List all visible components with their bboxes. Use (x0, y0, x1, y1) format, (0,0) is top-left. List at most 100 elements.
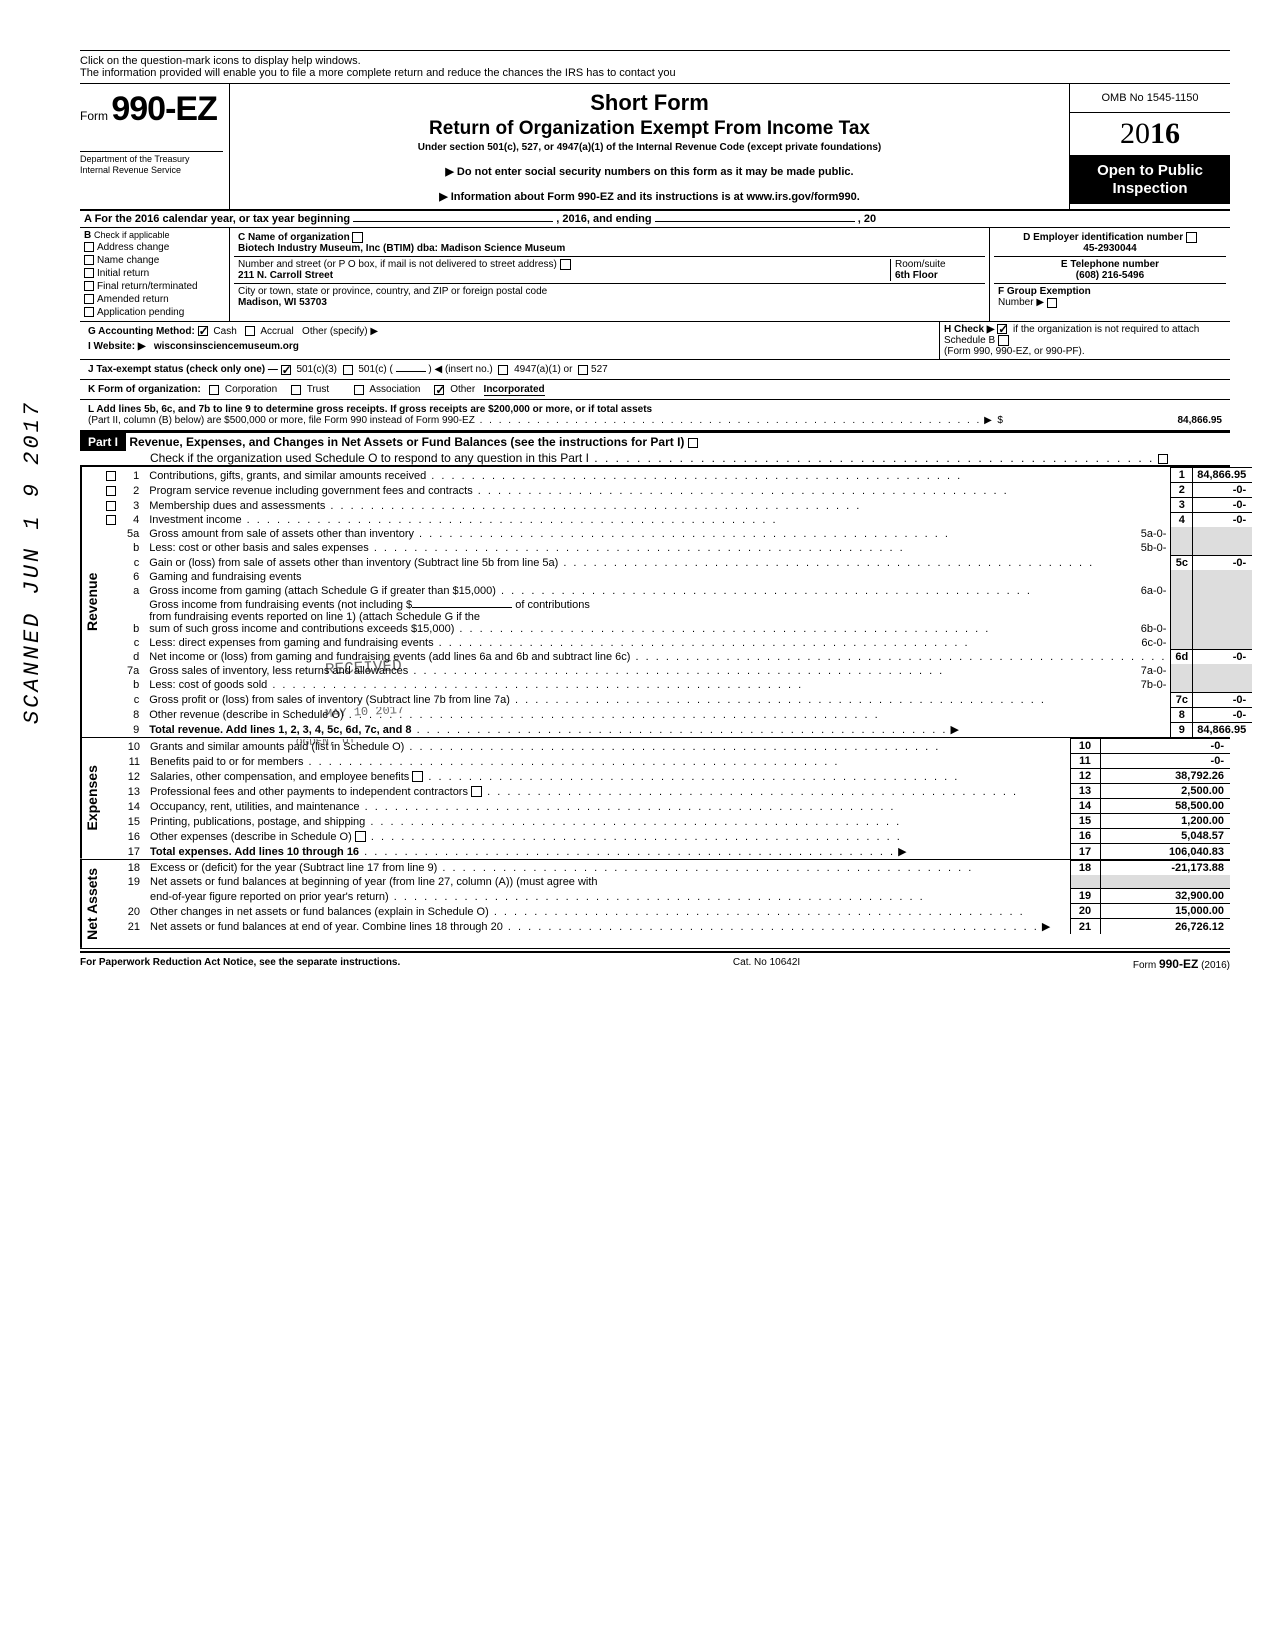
line-5c-desc: Gain or (loss) from sale of assets other… (149, 557, 558, 569)
section-d-label: D Employer identification number (1023, 232, 1183, 243)
line-7b-sub: 7b (1141, 679, 1153, 691)
section-f-label: F Group Exemption (998, 286, 1091, 297)
line-7c-box: 7c (1171, 692, 1193, 707)
line-2-amt: -0- (1193, 483, 1252, 498)
line-5a-num: 5a (123, 527, 145, 541)
line-11-desc: Benefits paid to or for members (150, 756, 303, 768)
line-11-num: 11 (120, 754, 146, 769)
line-6d-box: 6d (1171, 650, 1193, 665)
line-9-arrow: ▶ (951, 724, 959, 736)
chk-name-change[interactable]: Name change (84, 254, 225, 267)
line-21-arrow: ▶ (1042, 921, 1050, 933)
line-6-num: 6 (123, 570, 145, 584)
chk-group-exemption[interactable] (1047, 298, 1057, 308)
help-icon[interactable] (412, 771, 423, 782)
part-1-header: Part I Revenue, Expenses, and Changes in… (80, 431, 1230, 466)
help-icon[interactable] (998, 335, 1009, 346)
footer-mid: Cat. No 10642I (733, 957, 800, 971)
line-19-box: 19 (1070, 889, 1100, 904)
line-6-desc: Gaming and fundraising events (145, 570, 1171, 584)
section-c-label: C Name of organization (238, 232, 350, 243)
chk-l4[interactable] (106, 515, 116, 525)
line-19-num: 19 (120, 875, 146, 889)
line-6a-subamt: -0- (1153, 585, 1166, 597)
other-org-value: Incorporated (484, 384, 545, 396)
line-5b-num: b (123, 541, 145, 555)
line-20-desc: Other changes in net assets or fund bala… (150, 906, 489, 918)
form-number-big: 990-EZ (111, 90, 217, 128)
line-19-d2: end-of-year figure reported on prior yea… (150, 891, 389, 903)
chk-final-return[interactable]: Final return/terminated (84, 280, 225, 293)
line-18-box: 18 (1070, 860, 1100, 875)
line-12-desc: Salaries, other compensation, and employ… (150, 771, 409, 783)
help-icon[interactable] (560, 259, 571, 270)
help-icon[interactable] (352, 232, 363, 243)
dept-treasury: Department of the Treasury (80, 154, 190, 164)
527-label: 527 (591, 364, 608, 375)
chk-l1[interactable] (106, 471, 116, 481)
chk-l2[interactable] (106, 486, 116, 496)
chk-schedule-o[interactable] (1158, 454, 1168, 464)
line-21-num: 21 (120, 919, 146, 934)
chk-accrual[interactable] (245, 326, 255, 336)
line-4-box: 4 (1171, 513, 1193, 528)
chk-schedule-b[interactable] (997, 324, 1007, 334)
line-1-amt: 84,866.95 (1193, 468, 1252, 483)
page-footer: For Paperwork Reduction Act Notice, see … (80, 951, 1230, 971)
line-6b-num: b (123, 598, 145, 636)
line-18-num: 18 (120, 860, 146, 875)
city-label: City or town, state or province, country… (238, 286, 547, 297)
section-b-label: B (84, 230, 91, 241)
chk-501c3[interactable] (281, 365, 291, 375)
line-5c-box: 5c (1171, 555, 1193, 570)
cash-label: Cash (213, 326, 236, 337)
help-icon[interactable] (355, 831, 366, 842)
line-16-box: 16 (1070, 829, 1100, 844)
line-11-amt: -0- (1100, 754, 1230, 769)
line-8-amt: -0- (1193, 707, 1252, 722)
chk-other-org[interactable] (434, 385, 444, 395)
chk-501c[interactable] (343, 365, 353, 375)
section-a-label: A For the 2016 calendar year, or tax yea… (84, 213, 350, 225)
line-18-amt: -21,173.88 (1100, 860, 1230, 875)
year-bold: 16 (1150, 117, 1180, 150)
line-6c-sub: 6c (1141, 637, 1153, 649)
chk-part1-instructions[interactable] (688, 438, 698, 448)
line-5b-desc: Less: cost or other basis and sales expe… (149, 542, 369, 554)
chk-amended[interactable]: Amended return (84, 293, 225, 306)
line-15-amt: 1,200.00 (1100, 814, 1230, 829)
help-icon[interactable] (1186, 232, 1197, 243)
help-icon[interactable] (471, 786, 482, 797)
line-15-desc: Printing, publications, postage, and shi… (150, 816, 365, 828)
chk-527[interactable] (578, 365, 588, 375)
line-16-num: 16 (120, 829, 146, 844)
line-21-amt: 26,726.12 (1100, 919, 1230, 934)
chk-cash[interactable] (198, 326, 208, 336)
chk-address-change[interactable]: Address change (84, 241, 225, 254)
line-8-desc: Other revenue (describe in Schedule O) (149, 709, 343, 721)
trust-label: Trust (307, 384, 329, 395)
line-5c-num: c (123, 555, 145, 570)
line-14-num: 14 (120, 799, 146, 814)
omb-number: OMB No 1545-1150 (1070, 84, 1230, 113)
line-7a-num: 7a (123, 664, 145, 678)
line-7b-num: b (123, 678, 145, 692)
line-20-amt: 15,000.00 (1100, 904, 1230, 919)
chk-assoc[interactable] (354, 385, 364, 395)
section-h-label: H Check ▶ (944, 324, 994, 335)
line-12-amt: 38,792.26 (1100, 769, 1230, 784)
line-7c-num: c (123, 692, 145, 707)
chk-l3[interactable] (106, 501, 116, 511)
chk-4947[interactable] (498, 365, 508, 375)
chk-initial-return[interactable]: Initial return (84, 267, 225, 280)
line-4-num: 4 (123, 513, 145, 528)
top-instruction: Click on the question-mark icons to disp… (80, 50, 1230, 84)
chk-corp[interactable] (209, 385, 219, 395)
line-6c-desc: Less: direct expenses from gaming and fu… (149, 637, 433, 649)
line-9-desc: Total revenue. Add lines 1, 2, 3, 4, 5c,… (149, 724, 411, 736)
line-18-desc: Excess or (deficit) for the year (Subtra… (150, 862, 437, 874)
tax-year: 2016 (1070, 113, 1230, 156)
chk-trust[interactable] (291, 385, 301, 395)
section-j-row: J Tax-exempt status (check only one) — 5… (80, 360, 1230, 380)
chk-app-pending[interactable]: Application pending (84, 306, 225, 319)
